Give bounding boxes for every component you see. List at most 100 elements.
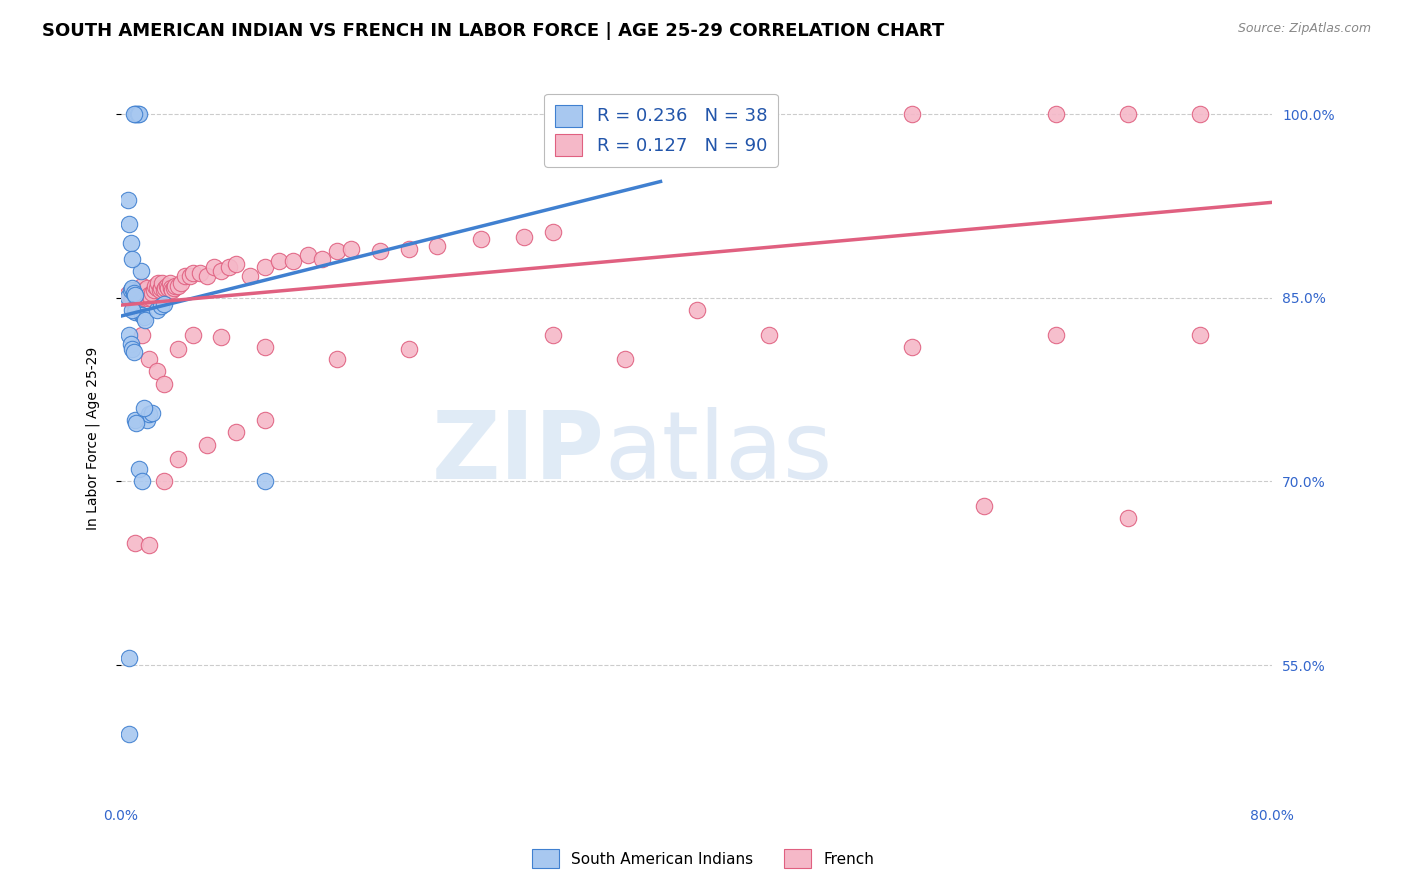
- Point: [124, 305, 146, 319]
- Point: [118, 218, 141, 232]
- Point: [153, 284, 176, 298]
- Point: [283, 254, 305, 268]
- Legend: South American Indians, French: South American Indians, French: [524, 841, 882, 875]
- Point: [901, 107, 924, 121]
- Point: [134, 284, 156, 298]
- Point: [122, 287, 145, 301]
- Y-axis label: In Labor Force | Age 25-29: In Labor Force | Age 25-29: [86, 347, 100, 530]
- Point: [118, 650, 141, 665]
- Point: [426, 239, 449, 253]
- Point: [138, 288, 160, 302]
- Point: [124, 284, 146, 298]
- Point: [541, 225, 564, 239]
- Point: [239, 268, 262, 283]
- Point: [167, 278, 190, 293]
- Point: [513, 229, 536, 244]
- Point: [163, 281, 186, 295]
- Point: [1045, 107, 1067, 121]
- Point: [209, 330, 232, 344]
- Text: SOUTH AMERICAN INDIAN VS FRENCH IN LABOR FORCE | AGE 25-29 CORRELATION CHART: SOUTH AMERICAN INDIAN VS FRENCH IN LABOR…: [42, 22, 945, 40]
- Point: [325, 244, 347, 259]
- Point: [149, 299, 172, 313]
- Point: [118, 327, 141, 342]
- Point: [146, 276, 169, 290]
- Point: [121, 252, 143, 266]
- Point: [145, 281, 167, 295]
- Point: [145, 303, 167, 318]
- Point: [685, 303, 707, 318]
- Point: [167, 343, 190, 357]
- Point: [541, 327, 564, 342]
- Point: [127, 107, 149, 121]
- Point: [1118, 107, 1140, 121]
- Point: [143, 278, 166, 293]
- Point: [122, 344, 145, 359]
- Point: [121, 281, 143, 295]
- Point: [156, 278, 179, 293]
- Point: [125, 416, 148, 430]
- Point: [225, 425, 247, 440]
- Point: [150, 276, 173, 290]
- Point: [117, 289, 139, 303]
- Point: [118, 726, 141, 740]
- Point: [253, 340, 276, 354]
- Point: [125, 291, 148, 305]
- Point: [1189, 107, 1212, 121]
- Point: [148, 284, 170, 298]
- Point: [174, 268, 197, 283]
- Point: [138, 351, 160, 366]
- Point: [125, 107, 148, 121]
- Point: [901, 340, 924, 354]
- Point: [179, 268, 201, 283]
- Point: [141, 285, 163, 300]
- Point: [155, 281, 177, 295]
- Point: [253, 413, 276, 427]
- Point: [170, 276, 193, 290]
- Point: [121, 303, 143, 318]
- Text: ZIP: ZIP: [432, 407, 605, 499]
- Point: [134, 313, 156, 327]
- Point: [128, 107, 150, 121]
- Point: [368, 244, 391, 259]
- Point: [122, 285, 145, 300]
- Point: [118, 289, 141, 303]
- Point: [160, 281, 183, 295]
- Point: [132, 310, 155, 325]
- Point: [131, 278, 153, 293]
- Point: [132, 291, 155, 305]
- Point: [127, 288, 149, 302]
- Point: [128, 285, 150, 300]
- Point: [225, 256, 247, 270]
- Point: [159, 276, 181, 290]
- Point: [136, 291, 159, 305]
- Point: [120, 284, 142, 298]
- Point: [1045, 327, 1067, 342]
- Point: [218, 260, 240, 275]
- Point: [470, 232, 492, 246]
- Point: [120, 293, 142, 308]
- Point: [129, 284, 152, 298]
- Point: [117, 287, 139, 301]
- Point: [124, 535, 146, 549]
- Point: [195, 268, 218, 283]
- Point: [157, 281, 180, 295]
- Legend: R = 0.236   N = 38, R = 0.127   N = 90: R = 0.236 N = 38, R = 0.127 N = 90: [544, 94, 778, 167]
- Point: [138, 407, 160, 421]
- Point: [398, 242, 420, 256]
- Point: [138, 538, 160, 552]
- Point: [149, 281, 172, 295]
- Point: [120, 235, 142, 250]
- Point: [135, 413, 157, 427]
- Point: [124, 413, 146, 427]
- Point: [121, 343, 143, 357]
- Point: [325, 351, 347, 366]
- Point: [267, 254, 290, 268]
- Point: [758, 327, 780, 342]
- Point: [1189, 327, 1212, 342]
- Point: [202, 260, 225, 275]
- Point: [253, 475, 276, 489]
- Point: [311, 252, 333, 266]
- Point: [153, 376, 176, 391]
- Point: [135, 281, 157, 295]
- Point: [131, 327, 153, 342]
